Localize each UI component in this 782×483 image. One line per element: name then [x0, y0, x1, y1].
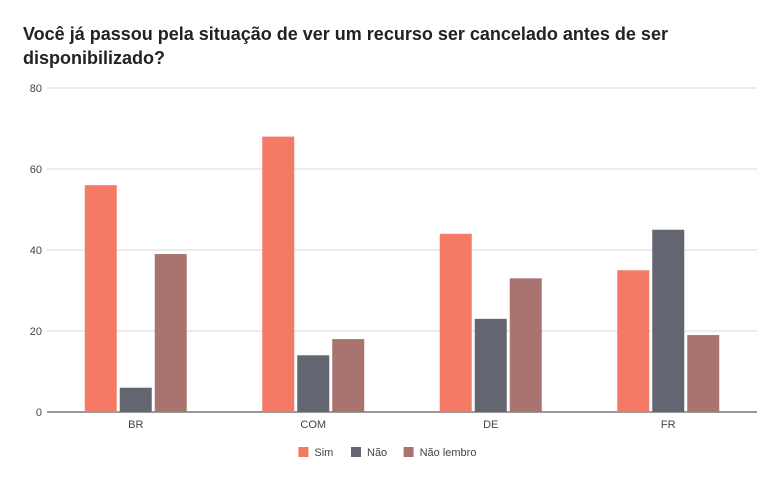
y-tick-label: 80 [30, 83, 42, 95]
legend-label: Não [367, 447, 387, 459]
chart-title: Você já passou pela situação de ver um r… [23, 24, 668, 68]
bar-com-1 [262, 136, 295, 412]
legend-item-2[interactable]: Não [351, 447, 387, 459]
x-tick-label: FR [661, 419, 676, 431]
legend-swatch [298, 447, 309, 457]
y-tick-label: 0 [36, 407, 42, 419]
legend-swatch [403, 447, 414, 457]
y-tick-label: 20 [30, 326, 42, 338]
legend[interactable]: Sim Não Não lembro [298, 447, 476, 459]
legend-item-3[interactable]: Não lembro [403, 447, 477, 459]
x-tick-label: DE [483, 419, 498, 431]
bar-de-2 [474, 318, 507, 412]
y-tick-label: 60 [30, 164, 42, 176]
x-axis-ticks: BR COM DE FR [128, 419, 676, 431]
bar-de-1 [439, 233, 472, 412]
bar-br-1 [84, 185, 117, 412]
x-tick-label: BR [128, 419, 143, 431]
y-tick-label: 40 [30, 245, 42, 257]
legend-label: Sim [314, 447, 333, 459]
bars [84, 136, 720, 412]
bar-br-3 [154, 254, 187, 412]
bar-fr-3 [687, 335, 720, 412]
bar-br-2 [119, 387, 152, 412]
bar-fr-1 [617, 270, 650, 412]
y-axis-ticks: 0 20 40 60 80 [30, 83, 42, 419]
legend-swatch [351, 447, 361, 457]
legend-item-1[interactable]: Sim [298, 447, 333, 459]
bar-com-3 [332, 339, 365, 412]
x-tick-label: COM [300, 419, 326, 431]
bar-com-2 [297, 355, 330, 412]
gridlines [47, 87, 757, 413]
bar-de-3 [509, 278, 542, 412]
legend-label: Não lembro [420, 447, 477, 459]
bar-fr-2 [652, 229, 685, 412]
